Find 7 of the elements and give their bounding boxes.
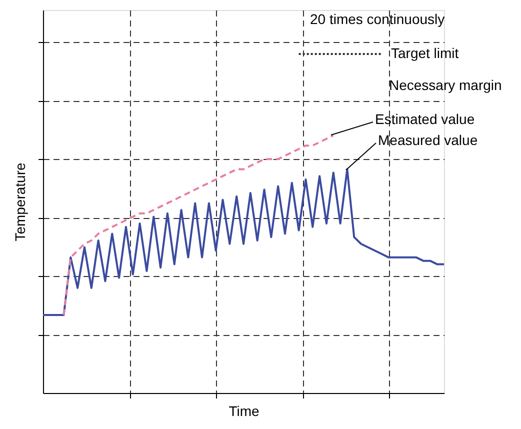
text: 20 times continuously	[310, 11, 445, 27]
annotation: Estimated value	[375, 111, 475, 127]
annotation: Target limit	[391, 45, 459, 61]
annotation: Necessary margin	[389, 77, 502, 93]
y-axis-title: Temperature	[12, 162, 28, 242]
x-axis-title: Time	[228, 403, 260, 419]
annotation: Measured value	[378, 132, 478, 148]
